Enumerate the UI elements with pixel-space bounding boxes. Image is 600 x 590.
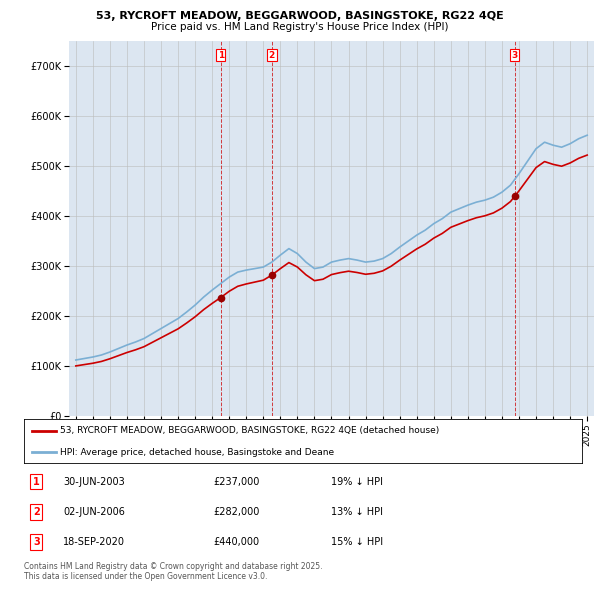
Text: HPI: Average price, detached house, Basingstoke and Deane: HPI: Average price, detached house, Basi… bbox=[60, 448, 334, 457]
Text: £440,000: £440,000 bbox=[214, 537, 260, 547]
Text: 2: 2 bbox=[269, 51, 275, 60]
Text: 53, RYCROFT MEADOW, BEGGARWOOD, BASINGSTOKE, RG22 4QE (detached house): 53, RYCROFT MEADOW, BEGGARWOOD, BASINGST… bbox=[60, 427, 440, 435]
Text: 2: 2 bbox=[33, 507, 40, 517]
Text: 3: 3 bbox=[512, 51, 518, 60]
Text: 30-JUN-2003: 30-JUN-2003 bbox=[63, 477, 125, 487]
Text: 02-JUN-2006: 02-JUN-2006 bbox=[63, 507, 125, 517]
Text: 15% ↓ HPI: 15% ↓ HPI bbox=[331, 537, 383, 547]
Text: 3: 3 bbox=[33, 537, 40, 547]
Text: 1: 1 bbox=[33, 477, 40, 487]
Text: 53, RYCROFT MEADOW, BEGGARWOOD, BASINGSTOKE, RG22 4QE: 53, RYCROFT MEADOW, BEGGARWOOD, BASINGST… bbox=[96, 11, 504, 21]
Text: 13% ↓ HPI: 13% ↓ HPI bbox=[331, 507, 383, 517]
Text: Contains HM Land Registry data © Crown copyright and database right 2025.: Contains HM Land Registry data © Crown c… bbox=[24, 562, 323, 571]
Text: £237,000: £237,000 bbox=[214, 477, 260, 487]
Text: Price paid vs. HM Land Registry's House Price Index (HPI): Price paid vs. HM Land Registry's House … bbox=[151, 22, 449, 32]
Text: This data is licensed under the Open Government Licence v3.0.: This data is licensed under the Open Gov… bbox=[24, 572, 268, 581]
Text: 19% ↓ HPI: 19% ↓ HPI bbox=[331, 477, 383, 487]
Text: £282,000: £282,000 bbox=[214, 507, 260, 517]
Text: 18-SEP-2020: 18-SEP-2020 bbox=[63, 537, 125, 547]
Text: 1: 1 bbox=[218, 51, 224, 60]
